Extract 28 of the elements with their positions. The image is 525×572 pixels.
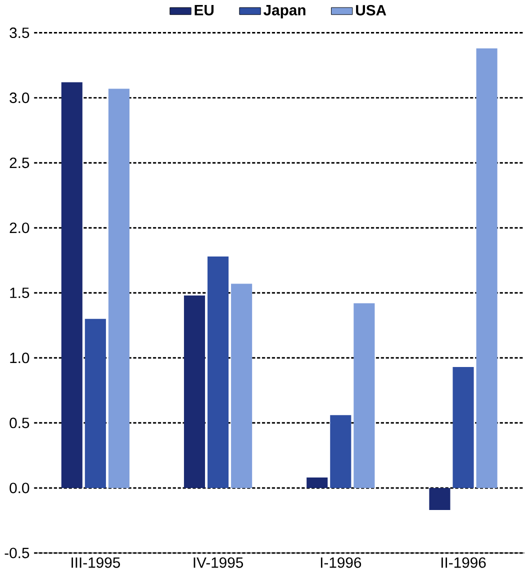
bar	[306, 478, 328, 488]
bar	[452, 367, 474, 488]
x-tick-label: I-1996	[320, 557, 361, 568]
bar	[108, 88, 130, 488]
bar	[476, 48, 498, 488]
y-tick-label: 0.5	[10, 418, 29, 428]
bar	[207, 256, 228, 488]
y-tick-label: 2.0	[10, 222, 30, 234]
legend-label: Japan	[263, 5, 306, 18]
x-tick-label: IV-1995	[194, 557, 243, 568]
y-tick-label: 3.5	[9, 28, 29, 38]
bar	[84, 318, 106, 488]
bar	[184, 295, 205, 488]
legend-label: EU	[194, 5, 214, 16]
bar	[429, 488, 450, 510]
y-tick-label: 1.0	[10, 352, 30, 364]
y-tick-label: 0.0	[10, 482, 30, 494]
y-tick-label: 1.5	[10, 288, 29, 298]
bar	[61, 82, 82, 488]
y-tick-label: 3.0	[9, 92, 30, 104]
bar	[353, 303, 375, 488]
legend-label: USA	[356, 4, 386, 16]
y-tick-label: 2.5	[10, 158, 29, 168]
bar	[230, 284, 252, 488]
x-tick-label: II-1996	[441, 557, 486, 568]
bar	[330, 415, 352, 488]
y-tick-label: -0.5	[4, 548, 29, 558]
x-tick-label: III-1995	[71, 557, 120, 568]
